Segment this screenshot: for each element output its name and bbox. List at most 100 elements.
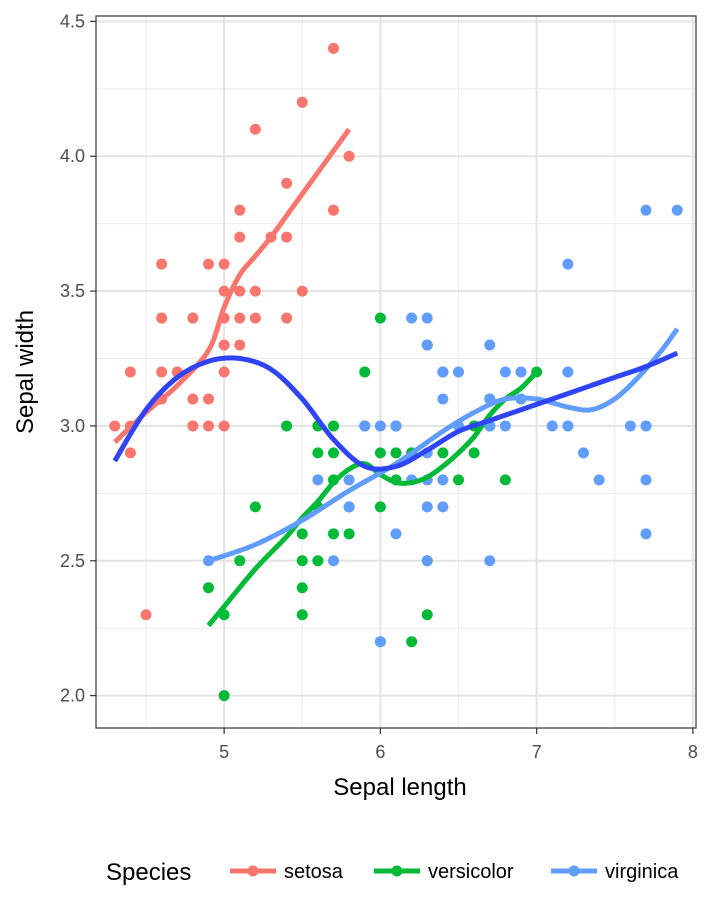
point-setosa <box>203 393 214 405</box>
point-setosa <box>218 285 230 297</box>
point-setosa <box>203 258 214 270</box>
point-setosa <box>218 420 230 432</box>
point-virginica <box>546 420 558 432</box>
point-setosa <box>249 312 261 324</box>
x-tick-label: 7 <box>532 742 542 762</box>
point-virginica <box>484 555 496 567</box>
point-virginica <box>640 528 652 540</box>
point-versicolor <box>281 420 293 432</box>
smooth-lines-layer <box>112 127 680 628</box>
point-setosa <box>249 123 261 135</box>
point-virginica <box>390 528 402 540</box>
point-virginica <box>437 501 449 513</box>
point-versicolor <box>421 609 433 621</box>
point-virginica <box>421 501 433 513</box>
point-setosa <box>218 366 230 378</box>
y-axis: 2.0 2.5 3.0 3.5 4.0 4.5 <box>60 11 96 706</box>
point-versicolor <box>249 501 261 513</box>
point-virginica <box>578 447 589 459</box>
point-versicolor <box>374 447 386 459</box>
point-virginica <box>640 420 652 432</box>
x-tick-label: 5 <box>219 742 229 762</box>
point-versicolor <box>499 474 511 486</box>
point-virginica <box>624 420 636 432</box>
point-versicolor <box>343 528 355 540</box>
point-setosa <box>281 312 293 324</box>
y-tick-label: 4.5 <box>60 11 85 31</box>
y-tick-label: 2.5 <box>60 551 85 571</box>
point-versicolor <box>312 555 324 567</box>
point-setosa <box>187 393 199 405</box>
smooth-line-virginica <box>207 327 680 564</box>
point-virginica <box>499 366 511 378</box>
point-virginica <box>562 420 574 432</box>
point-setosa <box>156 258 168 270</box>
point-setosa <box>156 312 168 324</box>
plot-panel-border <box>95 15 697 729</box>
point-versicolor <box>296 582 308 594</box>
point-virginica <box>421 312 433 324</box>
point-virginica <box>421 555 433 567</box>
point-virginica <box>515 366 527 378</box>
point-virginica <box>640 474 652 486</box>
point-versicolor <box>218 690 230 702</box>
point-setosa <box>187 420 199 432</box>
point-versicolor <box>328 528 339 540</box>
smooth-line-versicolor <box>206 370 539 628</box>
y-tick-label: 3.5 <box>60 281 85 301</box>
point-virginica <box>343 501 355 513</box>
point-setosa <box>187 312 199 324</box>
point-virginica <box>374 636 386 648</box>
point-virginica <box>374 420 386 432</box>
point-versicolor <box>234 555 246 567</box>
legend-label-virginica: virginica <box>605 861 679 883</box>
point-versicolor <box>359 366 371 378</box>
point-virginica <box>406 312 418 324</box>
point-virginica <box>640 204 652 216</box>
point-setosa <box>140 609 152 621</box>
point-setosa <box>234 231 246 243</box>
point-versicolor <box>437 447 449 459</box>
point-setosa <box>296 96 308 108</box>
point-setosa <box>281 177 293 189</box>
point-virginica <box>421 339 433 351</box>
smooth-line-setosa <box>113 127 352 444</box>
point-versicolor <box>406 636 418 648</box>
point-versicolor <box>296 609 308 621</box>
point-virginica <box>390 420 402 432</box>
point-setosa <box>234 204 246 216</box>
point-versicolor <box>374 312 386 324</box>
x-tick-label: 6 <box>375 742 385 762</box>
x-axis: 5 6 7 8 <box>219 728 698 762</box>
point-setosa <box>234 285 246 297</box>
point-setosa <box>249 285 261 297</box>
point-virginica <box>593 474 605 486</box>
point-setosa <box>296 285 308 297</box>
y-tick-label: 3.0 <box>60 416 85 436</box>
point-setosa <box>343 150 355 162</box>
point-versicolor <box>296 528 308 540</box>
point-virginica <box>671 204 683 216</box>
point-virginica <box>312 474 324 486</box>
point-setosa <box>234 312 246 324</box>
legend-title: Species <box>106 859 191 886</box>
x-tick-label: 8 <box>688 742 698 762</box>
points-layer <box>109 42 683 702</box>
point-versicolor <box>203 582 214 594</box>
point-virginica <box>437 474 449 486</box>
point-versicolor <box>374 501 386 513</box>
legend-label-setosa: setosa <box>284 861 344 883</box>
legend-items: setosa versicolor virginica <box>230 861 679 883</box>
y-tick-label: 4.0 <box>60 146 85 166</box>
y-axis-title: Sepal width <box>12 310 39 434</box>
point-versicolor <box>296 555 308 567</box>
point-virginica <box>453 366 464 378</box>
plot-background <box>96 16 696 728</box>
point-virginica <box>484 339 496 351</box>
point-setosa <box>281 231 293 243</box>
smooth-line-overall <box>112 350 679 472</box>
point-virginica <box>359 420 371 432</box>
y-tick-label: 2.0 <box>60 686 85 706</box>
point-setosa <box>234 339 246 351</box>
